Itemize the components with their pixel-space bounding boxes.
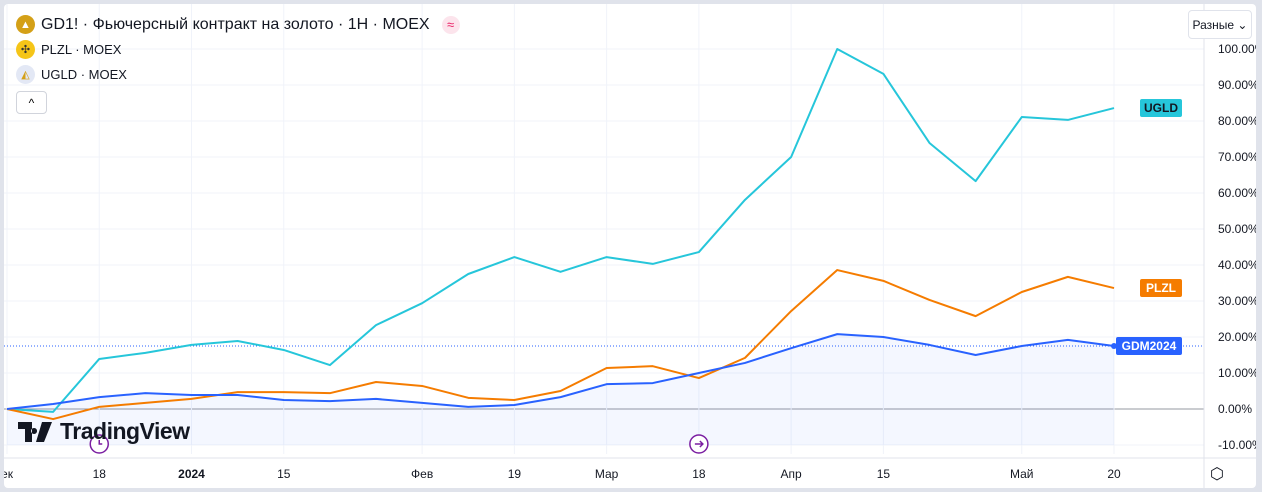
x-tick-label: 15 [877,467,891,481]
legend-ugld[interactable]: ◭ UGLD · MOEX [16,62,460,87]
y-tick-label: -10.00% [1218,438,1256,452]
legend-ugld-label: UGLD · MOEX [41,67,127,82]
y-tick-label: 60.00% [1218,186,1256,200]
x-tick-label: Мар [595,467,619,481]
chart-svg[interactable]: 100.00% 90.00% 80.00% 70.00% 60.00% 50.00% 40.… [4,4,1256,488]
collapse-legend-button[interactable]: ^ [16,91,47,114]
legend: ▲ GD1! · Фьючерсный контракт на золото ·… [16,12,460,114]
y-tick-label: 90.00% [1218,78,1256,92]
x-tick-label: 18 [692,467,706,481]
x-tick-label: Апр [781,467,803,481]
legend-plzl[interactable]: ✣ PLZL · MOEX [16,37,460,62]
plzl-icon: ✣ [16,40,35,59]
price-label: UGLD [1144,101,1178,115]
clock-event-glyph [98,440,103,445]
y-tick-label: 50.00% [1218,222,1256,236]
y-tick-label: 100.00% [1218,42,1256,56]
x-tick-label: ек [4,467,14,481]
x-tick-label: Фев [411,467,433,481]
legend-main[interactable]: ▲ GD1! · Фьючерсный контракт на золото ·… [16,12,460,37]
x-tick-label: Май [1010,467,1034,481]
gold-icon: ▲ [16,15,35,34]
x-tick-label: 2024 [178,467,205,481]
scale-mode-button[interactable]: Разные ⌄ [1188,10,1252,39]
y-tick-label: 70.00% [1218,150,1256,164]
y-tick-label: 80.00% [1218,114,1256,128]
price-label-bg [1140,279,1182,298]
ugld-icon: ◭ [16,65,35,84]
y-tick-label: 40.00% [1218,258,1256,272]
x-tick-label: 15 [277,467,291,481]
chart-frame: 100.00% 90.00% 80.00% 70.00% 60.00% 50.00% 40.… [4,4,1256,488]
arrow-event-glyph [694,440,704,448]
price-label: GDM2024 [1122,339,1177,353]
logo-text: TradingView [60,418,190,444]
gdm-area-fill [7,334,1114,445]
tradingview-logo-mark-icon [18,421,52,442]
legend-main-title: GD1! · Фьючерсный контракт на золото · 1… [41,15,430,33]
price-label-bg [1116,337,1182,355]
y-tick-label: 0.00% [1218,402,1252,416]
legend-plzl-label: PLZL · MOEX [41,42,122,57]
compare-icon[interactable]: ≈ [441,15,460,34]
y-tick-label: 30.00% [1218,294,1256,308]
x-tick-label: 19 [508,467,522,481]
x-tick-label: 20 [1107,467,1121,481]
y-tick-label: 10.00% [1218,366,1256,380]
x-tick-label: 18 [93,467,107,481]
price-label-bg [1140,99,1182,118]
settings-icon[interactable]: ⬡ [1210,466,1224,483]
scale-mode-label: Разные [1192,17,1235,32]
price-label: PLZL [1146,281,1176,295]
last-point-marker [1111,343,1117,349]
tradingview-logo[interactable]: TradingView [18,418,190,445]
y-tick-label: 20.00% [1218,330,1256,344]
